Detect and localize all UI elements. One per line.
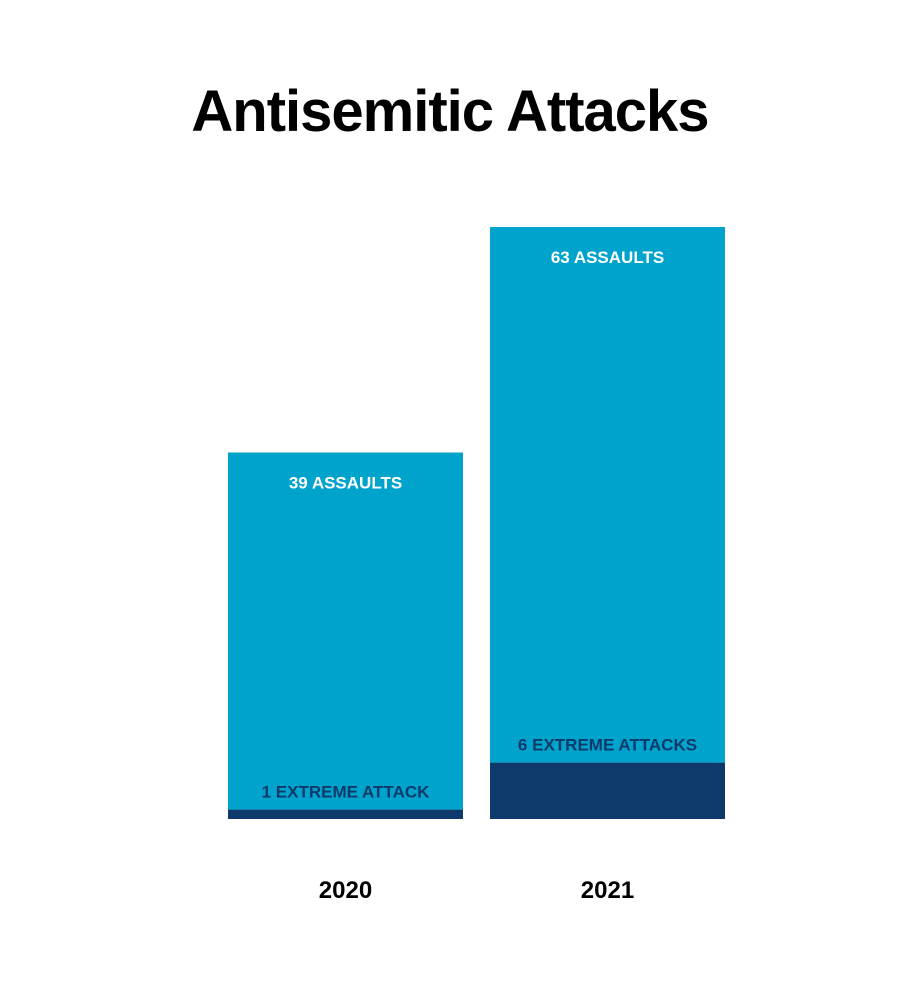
x-tick-label-2021: 2021	[581, 877, 634, 904]
label-assaults-2021: 63 ASSAULTS	[551, 248, 664, 267]
bar-assaults-2020	[228, 452, 463, 810]
chart-title: Antisemitic Attacks	[191, 79, 709, 144]
label-extreme-2021: 6 EXTREME ATTACKS	[518, 736, 697, 755]
label-assaults-2020: 39 ASSAULTS	[289, 474, 402, 493]
bar-extreme-2020	[228, 809, 463, 819]
bar-extreme-2021	[490, 762, 725, 819]
x-tick-label-2020: 2020	[319, 877, 372, 904]
bar-assaults-2021	[490, 227, 725, 763]
label-extreme-2020: 1 EXTREME ATTACK	[262, 783, 431, 802]
